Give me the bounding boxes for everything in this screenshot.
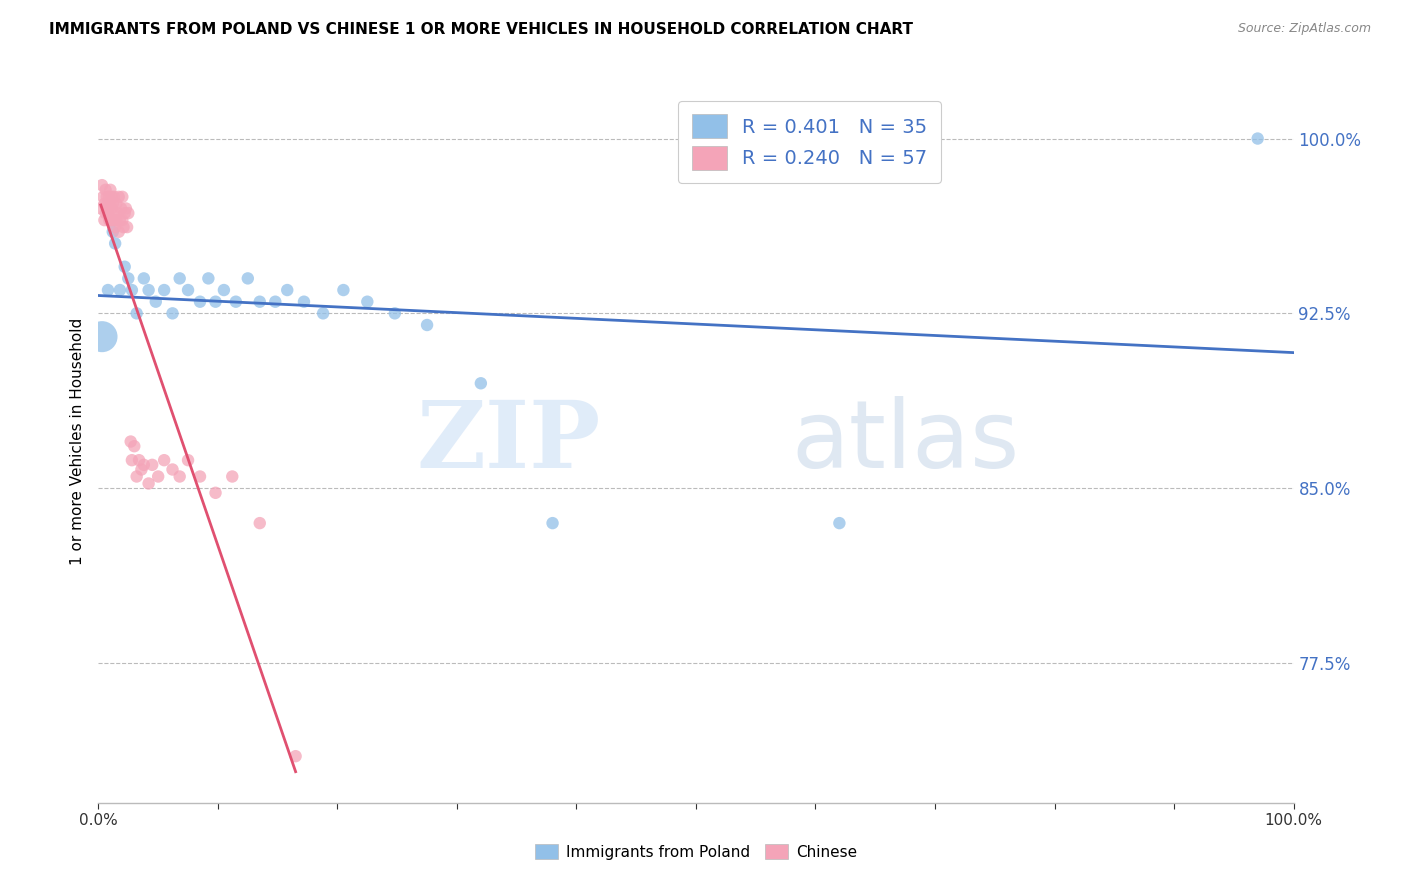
Point — [416, 318, 439, 332]
Point — [91, 178, 114, 193]
Point — [100, 190, 122, 204]
Point — [107, 190, 129, 204]
Point — [94, 183, 117, 197]
Point — [292, 294, 315, 309]
Point — [225, 294, 247, 309]
Point — [221, 469, 243, 483]
Point — [541, 516, 564, 530]
Point — [131, 462, 153, 476]
Point — [101, 196, 124, 211]
Point — [138, 283, 160, 297]
Point — [132, 458, 155, 472]
Point — [120, 434, 142, 449]
Point — [104, 236, 127, 251]
Point — [828, 516, 851, 530]
Point — [121, 453, 143, 467]
Point — [90, 202, 112, 216]
Point — [107, 225, 129, 239]
Point — [124, 439, 146, 453]
Point — [264, 294, 287, 309]
Point — [249, 516, 271, 530]
Point — [93, 213, 115, 227]
Point — [132, 271, 155, 285]
Point — [110, 202, 132, 216]
Point — [93, 196, 115, 211]
Point — [97, 196, 120, 211]
Point — [169, 271, 191, 285]
Point — [96, 202, 118, 216]
Point — [332, 283, 354, 297]
Point — [101, 225, 124, 239]
Point — [204, 485, 226, 500]
Point — [98, 190, 121, 204]
Point — [153, 453, 176, 467]
Point — [105, 196, 128, 211]
Point — [117, 206, 139, 220]
Point — [197, 271, 219, 285]
Point — [276, 283, 298, 297]
Point — [284, 749, 307, 764]
Point — [162, 306, 184, 320]
Point — [114, 206, 136, 220]
Point — [177, 453, 200, 467]
Text: IMMIGRANTS FROM POLAND VS CHINESE 1 OR MORE VEHICLES IN HOUSEHOLD CORRELATION CH: IMMIGRANTS FROM POLAND VS CHINESE 1 OR M… — [49, 22, 914, 37]
Point — [91, 329, 114, 343]
Point — [312, 306, 335, 320]
Point — [212, 283, 235, 297]
Point — [114, 260, 136, 274]
Point — [115, 220, 138, 235]
Text: Source: ZipAtlas.com: Source: ZipAtlas.com — [1237, 22, 1371, 36]
Point — [98, 196, 122, 211]
Point — [104, 220, 127, 235]
Point — [125, 306, 148, 320]
Point — [115, 202, 138, 216]
Point — [103, 190, 125, 204]
Point — [105, 213, 128, 227]
Point — [108, 283, 131, 297]
Text: atlas: atlas — [792, 395, 1019, 488]
Point — [121, 283, 143, 297]
Point — [188, 294, 211, 309]
Point — [111, 213, 134, 227]
Point — [236, 271, 259, 285]
Point — [96, 190, 118, 204]
Point — [94, 206, 117, 220]
Point — [98, 183, 122, 197]
Point — [97, 206, 120, 220]
Point — [148, 469, 170, 483]
Point — [108, 213, 131, 227]
Point — [91, 190, 114, 204]
Point — [111, 190, 134, 204]
Y-axis label: 1 or more Vehicles in Household: 1 or more Vehicles in Household — [69, 318, 84, 566]
Point — [107, 206, 129, 220]
Text: ZIP: ZIP — [416, 397, 600, 486]
Point — [97, 283, 120, 297]
Point — [117, 271, 139, 285]
Point — [101, 213, 124, 227]
Point — [98, 213, 121, 227]
Point — [153, 283, 176, 297]
Point — [138, 476, 160, 491]
Point — [141, 458, 163, 472]
Point — [125, 469, 148, 483]
Point — [188, 469, 211, 483]
Point — [128, 453, 150, 467]
Point — [100, 202, 122, 216]
Point — [356, 294, 378, 309]
Point — [384, 306, 406, 320]
Point — [204, 294, 226, 309]
Point — [169, 469, 191, 483]
Point — [104, 213, 127, 227]
Point — [145, 294, 167, 309]
Point — [177, 283, 200, 297]
Point — [112, 220, 135, 235]
Point — [98, 213, 122, 227]
Point — [103, 206, 125, 220]
Point — [1247, 131, 1270, 145]
Point — [249, 294, 271, 309]
Point — [162, 462, 184, 476]
Legend: Immigrants from Poland, Chinese: Immigrants from Poland, Chinese — [527, 836, 865, 867]
Point — [470, 376, 492, 391]
